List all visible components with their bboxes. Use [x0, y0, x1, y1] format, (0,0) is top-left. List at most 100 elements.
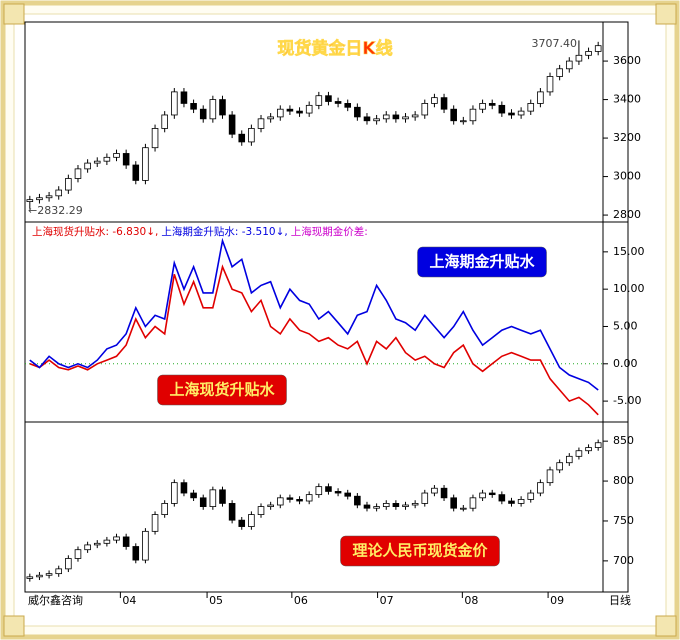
candle-body: [498, 104, 506, 114]
candle-body: [373, 118, 380, 122]
candle-body: [103, 156, 111, 162]
candle-body: [363, 116, 371, 122]
candle-body: [248, 514, 255, 527]
candle-body: [382, 503, 390, 508]
candle-body: [517, 110, 525, 116]
candle-body: [219, 489, 226, 504]
candle-body: [276, 108, 284, 118]
candle-body: [575, 450, 583, 457]
candle-body: [74, 549, 82, 559]
y-tick-label: 3000: [613, 170, 641, 183]
candle-body: [344, 492, 352, 497]
x-tick-label: 09: [550, 594, 564, 607]
candle-body: [546, 469, 554, 484]
candle-body: [305, 104, 313, 114]
candle-body: [565, 60, 573, 70]
candle-body: [296, 499, 303, 502]
candle-body: [450, 497, 457, 509]
candle-body: [84, 544, 91, 551]
candle-body: [219, 99, 226, 116]
candle-body: [392, 114, 400, 120]
candle-body: [132, 546, 140, 561]
candle-body: [585, 51, 592, 56]
candle-body: [508, 500, 515, 504]
candle-body: [113, 536, 120, 541]
candle-body: [460, 120, 467, 123]
label-box: [157, 374, 287, 406]
legend-label: 上海现货升贴水: -6.830↓,: [32, 225, 158, 238]
candle-body: [93, 542, 101, 546]
candle-body: [508, 112, 515, 116]
candle-body: [575, 54, 583, 62]
candle-body: [479, 103, 486, 110]
x-tick-label: 07: [380, 594, 394, 607]
candle-body: [373, 506, 380, 509]
candle-body: [103, 539, 111, 544]
candle-body: [469, 497, 477, 509]
candle-body: [411, 503, 419, 506]
candle-body: [257, 118, 265, 129]
x-tick-label: 06: [294, 594, 308, 607]
candle-body: [286, 108, 294, 112]
candle-body: [248, 128, 255, 143]
candle-body: [354, 495, 361, 506]
candle-body: [113, 153, 120, 158]
series-line: [29, 264, 599, 416]
candle-body: [565, 455, 573, 464]
candle-body: [267, 116, 274, 120]
candle-body: [36, 197, 43, 201]
y-tick-label: 10.00: [613, 282, 645, 295]
candle-body: [257, 506, 265, 515]
candle-body: [498, 494, 506, 502]
candle-body: [26, 199, 34, 202]
candle-body: [142, 147, 149, 181]
chart-title: 现货黄金日K线: [277, 38, 392, 59]
candle-body: [55, 189, 63, 197]
candle-body: [315, 486, 323, 496]
candle-body: [537, 482, 544, 494]
candle-body: [209, 489, 217, 508]
candle-body: [354, 106, 361, 118]
y-tick-label: 750: [613, 514, 634, 527]
candle-body: [315, 95, 323, 106]
candle-body: [488, 492, 496, 496]
candle-body: [45, 573, 53, 576]
y-tick-label: 3200: [613, 131, 641, 144]
y-tick-label: 15.00: [613, 245, 645, 258]
candle-body: [527, 103, 535, 112]
candle-body: [55, 568, 63, 575]
candle-body: [546, 76, 554, 93]
candle-body: [411, 114, 419, 118]
candle-body: [238, 519, 246, 527]
candle-body: [286, 497, 294, 500]
candle-body: [344, 103, 352, 108]
candle-body: [296, 110, 303, 114]
x-tick-label: 08: [464, 594, 478, 607]
candle-body: [594, 442, 602, 448]
y-tick-label: 3600: [613, 54, 641, 67]
series-line: [29, 237, 599, 391]
candle-body: [325, 486, 332, 492]
candle-body: [488, 103, 496, 106]
legend-label: 上海期金升贴水: -3.510↓,: [161, 225, 287, 238]
candle-body: [440, 97, 448, 110]
y-tick-label: 0.00: [613, 357, 638, 370]
y-tick-label: 5.00: [613, 319, 638, 332]
candle-body: [180, 482, 188, 494]
candle-body: [431, 487, 438, 494]
candle-body: [238, 133, 246, 143]
candle-body: [209, 99, 217, 120]
candle-body: [276, 497, 284, 506]
label-box: [417, 246, 547, 278]
box-label: 上海现货升贴水: [169, 381, 275, 399]
candle-body: [450, 108, 457, 122]
candle-body: [36, 574, 43, 578]
candle-body: [594, 45, 602, 52]
y-tick-label: -5.00: [613, 394, 641, 407]
corner: [3, 3, 25, 25]
label-box: [340, 535, 500, 567]
y-tick-label: 800: [613, 474, 634, 487]
candle-body: [325, 95, 332, 102]
candle-body: [267, 504, 274, 508]
